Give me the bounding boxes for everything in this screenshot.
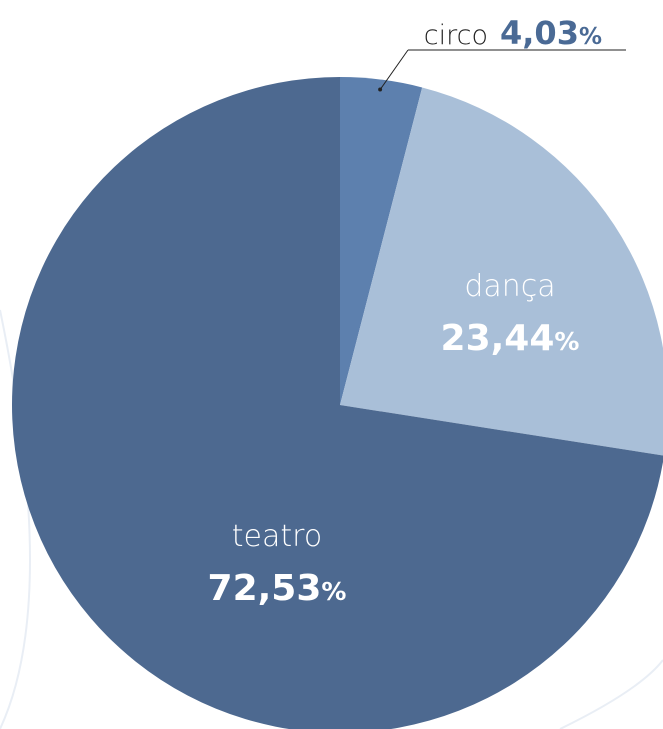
pie-slice-teatro <box>12 77 663 729</box>
pie-slice-danca <box>340 87 663 456</box>
slice-label-danca: dança <box>464 269 555 304</box>
data-label-danca: 23,44% <box>441 318 580 359</box>
background-arc-right <box>559 659 663 729</box>
data-label-teatro: 72,53% <box>208 568 347 609</box>
pie-slices <box>12 77 663 729</box>
pie-labels: dança 23,44% teatro 72,53% circo 4,03% <box>208 14 626 609</box>
pie-slice-circo <box>340 77 423 405</box>
slice-label-circo: circo <box>424 20 488 51</box>
data-label-circo: 4,03% <box>500 14 602 52</box>
leader-line <box>379 49 409 90</box>
slice-label-teatro: teatro <box>232 519 322 554</box>
leader-dot <box>378 87 383 92</box>
